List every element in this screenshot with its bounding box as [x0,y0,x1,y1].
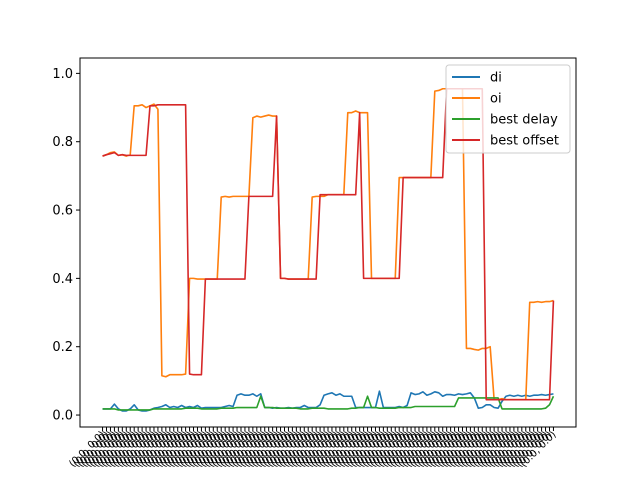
y-axis-ticks: 0.0 0.2 0.4 0.6 0.8 1.0 [52,67,80,424]
y-tick-label: 0.0 [52,409,73,424]
legend: di oi best delay best offset [445,64,571,154]
x-axis-ticks: (0.0, 0.0)(0.0, 0.0)(0.0, 0.0)(0.0, 0.0)… [67,427,559,470]
legend-box [445,64,571,154]
legend-label: best offset [490,134,559,149]
y-tick-label: 0.8 [52,135,73,150]
y-tick-label: 0.6 [52,204,73,219]
legend-label: oi [490,92,502,107]
y-tick-label: 0.2 [52,340,73,355]
series-line-best-delay [102,395,555,411]
legend-label: di [490,71,502,86]
y-tick-label: 1.0 [52,67,73,82]
legend-label: best delay [490,113,558,128]
series-line-di [102,390,554,412]
y-tick-label: 0.4 [52,272,73,287]
